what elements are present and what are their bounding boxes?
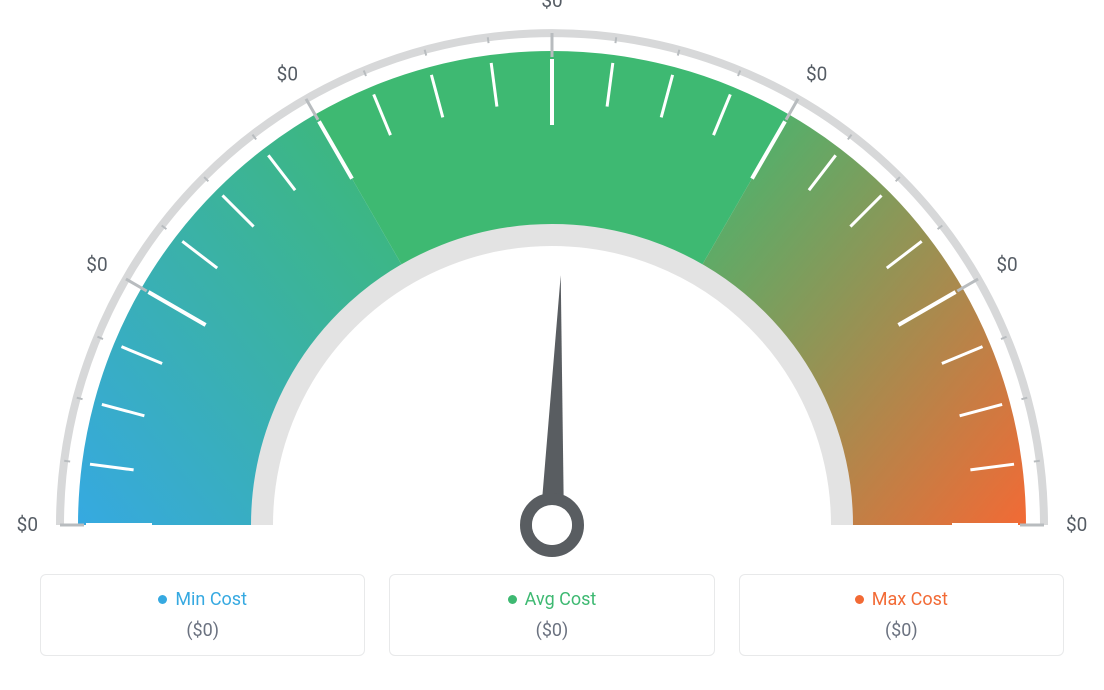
- svg-text:$0: $0: [541, 0, 562, 12]
- legend-label-min: Min Cost: [49, 589, 356, 610]
- svg-text:$0: $0: [86, 253, 107, 276]
- svg-text:$0: $0: [1066, 513, 1087, 536]
- legend-dot-min: [158, 595, 167, 604]
- svg-text:$0: $0: [996, 253, 1017, 276]
- gauge-container: $0 $0 $0 $0 $0 $0 $0: [0, 0, 1104, 570]
- legend-box-max: Max Cost ($0): [739, 574, 1064, 656]
- legend-dot-max: [855, 595, 864, 604]
- legend-label-max: Max Cost: [748, 589, 1055, 610]
- svg-text:$0: $0: [806, 63, 827, 86]
- gauge-svg: $0 $0 $0 $0 $0 $0 $0: [0, 0, 1104, 570]
- legend-text-avg: Avg Cost: [525, 589, 597, 610]
- legend-box-avg: Avg Cost ($0): [389, 574, 714, 656]
- svg-text:$0: $0: [277, 63, 298, 86]
- legend-row: Min Cost ($0) Avg Cost ($0) Max Cost ($0…: [0, 574, 1104, 656]
- legend-dot-avg: [508, 595, 517, 604]
- legend-label-avg: Avg Cost: [398, 589, 705, 610]
- svg-text:$0: $0: [17, 513, 38, 536]
- legend-value-avg: ($0): [398, 620, 705, 641]
- legend-text-max: Max Cost: [872, 589, 948, 610]
- legend-value-max: ($0): [748, 620, 1055, 641]
- legend-box-min: Min Cost ($0): [40, 574, 365, 656]
- legend-text-min: Min Cost: [175, 589, 247, 610]
- legend-value-min: ($0): [49, 620, 356, 641]
